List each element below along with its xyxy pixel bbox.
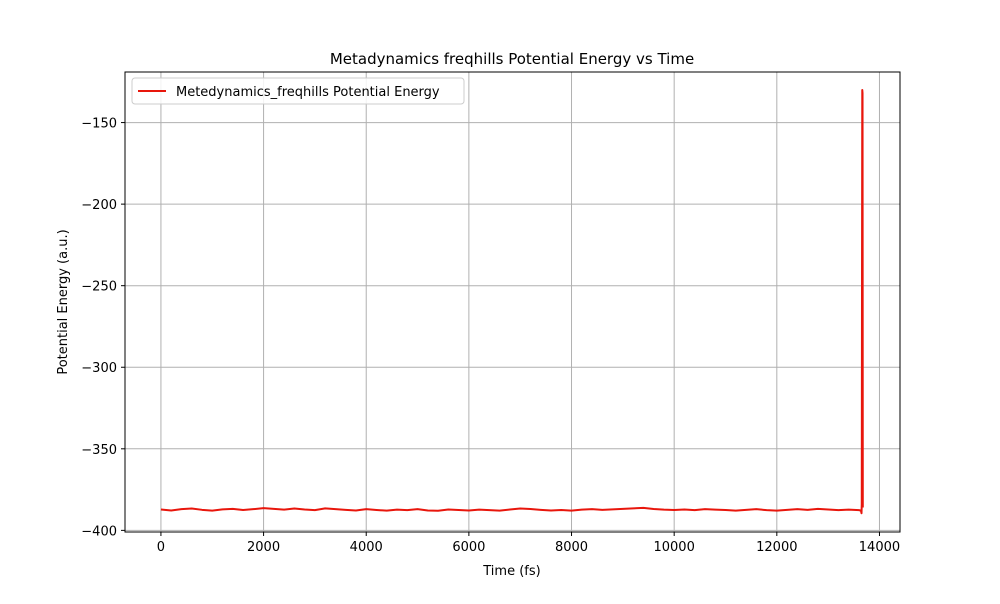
legend: Metedynamics_freqhills Potential Energy bbox=[131, 77, 465, 105]
y-axis-ticks: −400 −350 −300 −250 −200 −150 bbox=[81, 117, 125, 539]
y-tick-label: −400 bbox=[81, 524, 117, 539]
x-axis-label: Time (fs) bbox=[482, 564, 540, 579]
y-tick-label: −300 bbox=[81, 361, 117, 376]
x-tick-label: 14000 bbox=[859, 540, 900, 555]
x-tick-label: 12000 bbox=[756, 540, 797, 555]
chart-title: Metadynamics freqhills Potential Energy … bbox=[330, 50, 694, 68]
x-axis-ticks: 0 2000 4000 6000 8000 10000 12000 14000 bbox=[157, 532, 900, 555]
y-tick-label: −350 bbox=[81, 443, 117, 458]
y-tick-label: −150 bbox=[81, 117, 117, 132]
x-tick-label: 6000 bbox=[452, 540, 485, 555]
grid bbox=[125, 72, 900, 532]
plot-frame bbox=[124, 71, 901, 533]
legend-box bbox=[131, 77, 465, 105]
x-tick-label: 4000 bbox=[350, 540, 383, 555]
series-layer bbox=[160, 88, 864, 515]
x-tick-label: 2000 bbox=[247, 540, 280, 555]
y-tick-label: −250 bbox=[81, 280, 117, 295]
legend-label: Metedynamics_freqhills Potential Energy bbox=[176, 85, 440, 100]
y-axis-label: Potential Energy (a.u.) bbox=[56, 229, 71, 374]
x-tick-label: 0 bbox=[157, 540, 165, 555]
x-tick-label: 8000 bbox=[555, 540, 588, 555]
x-tick-label: 10000 bbox=[653, 540, 694, 555]
y-tick-label: −200 bbox=[81, 198, 117, 213]
series-line bbox=[160, 88, 864, 515]
